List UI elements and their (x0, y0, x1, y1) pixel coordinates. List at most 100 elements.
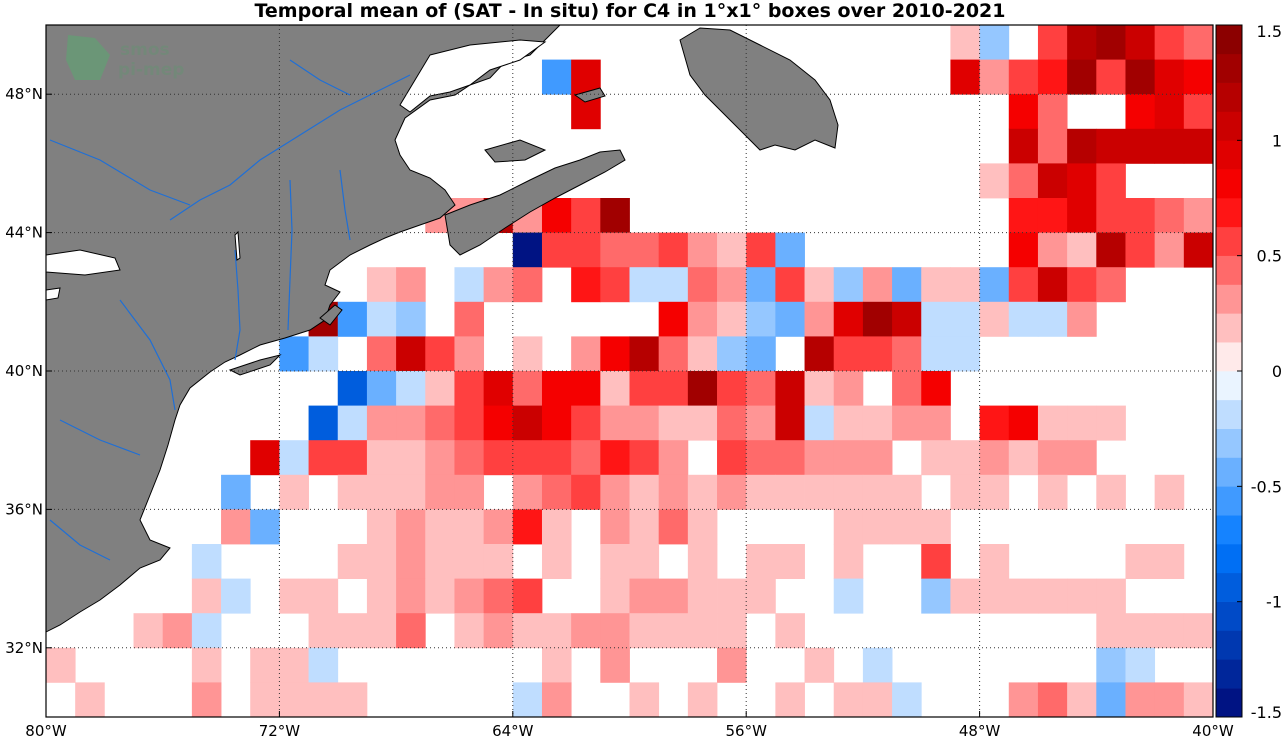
data-cell (629, 371, 660, 406)
data-cell (746, 301, 776, 337)
data-cell (717, 647, 747, 683)
data-cell (717, 336, 747, 372)
colorbar-tick-label: 0 (1272, 362, 1282, 381)
data-cell (1008, 682, 1039, 717)
data-cell (571, 474, 601, 510)
data-cell (775, 371, 805, 406)
river-st-lawrence (169, 74, 411, 221)
data-cell (250, 509, 280, 545)
data-cell (1096, 128, 1126, 164)
data-cell (454, 474, 485, 510)
data-cell (1037, 59, 1068, 95)
data-cell (366, 440, 397, 476)
data-cell (600, 613, 630, 649)
data-cell (746, 544, 776, 579)
data-cell (454, 301, 485, 337)
data-cell (950, 59, 980, 95)
colorbar-swatch (1216, 457, 1242, 487)
data-cell (366, 509, 397, 545)
data-cell (396, 440, 426, 476)
data-cell (366, 544, 397, 579)
data-cell (1096, 647, 1126, 683)
data-cell (950, 336, 980, 372)
data-cell (804, 301, 835, 337)
data-cell (512, 371, 543, 406)
lake-ontario (46, 249, 121, 276)
colorbar-tick-label: 0.5 (1257, 247, 1282, 266)
data-cell (833, 544, 864, 579)
data-cell (1125, 59, 1156, 95)
data-cell (600, 544, 630, 579)
data-cell (658, 301, 689, 337)
data-cell (862, 301, 893, 337)
data-cell (541, 371, 572, 406)
data-cell (629, 578, 660, 614)
data-cell (279, 440, 309, 476)
data-cell (746, 267, 776, 303)
data-cell (979, 59, 1010, 95)
data-cell (425, 336, 455, 372)
data-cell (746, 371, 776, 406)
data-cell (1037, 405, 1068, 441)
data-cell (687, 613, 718, 649)
data-cell (541, 647, 572, 683)
data-cell (717, 578, 747, 614)
data-cell (425, 474, 455, 510)
data-cell (717, 232, 747, 268)
colorbar-swatch (1216, 198, 1242, 228)
data-cell (600, 405, 630, 441)
data-cell (1008, 405, 1039, 441)
data-cell (366, 267, 397, 303)
data-cell (921, 371, 951, 406)
data-cell (1067, 301, 1097, 337)
data-cell (221, 474, 251, 510)
data-cell (221, 509, 251, 545)
data-cell (1154, 198, 1185, 233)
data-cell (1154, 682, 1185, 717)
colorbar-swatch (1216, 255, 1242, 285)
data-cell (775, 267, 805, 303)
colorbar-tick-label: -1 (1266, 593, 1282, 612)
data-cell (425, 440, 455, 476)
data-cell (775, 405, 805, 441)
smos-pimep-logo: smos pi-mep (66, 35, 184, 80)
data-cell (541, 509, 572, 545)
data-cell (1183, 613, 1213, 649)
colorbar: 1.5 1 0.5 0 -0.5 -1 -1.5 (1215, 22, 1282, 722)
data-cell (250, 647, 280, 683)
lakes (46, 230, 241, 301)
data-cell (600, 474, 630, 510)
data-cell (454, 405, 485, 441)
data-cell (1154, 474, 1185, 510)
data-cell (512, 267, 543, 303)
data-cell (1096, 267, 1126, 303)
data-cell (541, 59, 572, 95)
data-cell (892, 336, 922, 372)
data-cell (454, 613, 485, 649)
data-cell (1037, 232, 1068, 268)
colorbar-swatch (1216, 111, 1242, 141)
data-cell (658, 509, 689, 545)
x-tick-label: 48°W (959, 722, 1001, 738)
data-cell (833, 301, 864, 337)
data-cell (483, 509, 514, 545)
data-cell (687, 474, 718, 510)
x-tick-label: 56°W (725, 722, 767, 738)
river-potomac (59, 419, 141, 456)
data-cell (717, 440, 747, 476)
colorbar-swatch (1216, 486, 1242, 516)
rivers (49, 59, 411, 561)
data-cell (279, 474, 309, 510)
data-cell (1067, 128, 1097, 164)
colorbar-swatch (1216, 169, 1242, 199)
colorbar-ticks: 1.5 1 0.5 0 -0.5 -1 -1.5 (1237, 22, 1282, 722)
data-cell (396, 509, 426, 545)
data-cell (629, 232, 660, 268)
data-cell (1183, 232, 1213, 268)
data-cell (921, 405, 951, 441)
data-cell (717, 301, 747, 337)
data-cell (425, 371, 455, 406)
x-tick-label: 64°W (492, 722, 534, 738)
data-cell (425, 578, 455, 614)
